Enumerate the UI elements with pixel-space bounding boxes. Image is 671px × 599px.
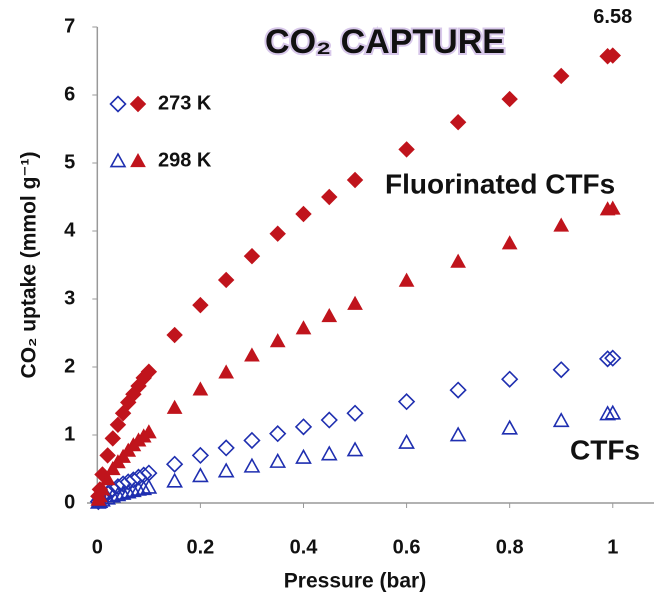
data-point <box>244 433 259 448</box>
data-point <box>219 272 234 287</box>
data-point <box>348 443 362 456</box>
data-point <box>105 431 120 446</box>
y-tick-label: 2 <box>64 355 75 377</box>
data-point <box>503 421 517 434</box>
data-point <box>502 92 517 107</box>
data-point <box>296 207 311 222</box>
data-point <box>244 249 259 264</box>
x-axis-label: Pressure (bar) <box>284 570 426 593</box>
y-axis-label: CO₂ uptake (mmol g⁻¹) <box>18 152 41 379</box>
data-point <box>322 190 337 205</box>
data-point <box>100 448 115 463</box>
data-point <box>554 68 569 83</box>
y-tick-label: 1 <box>64 423 75 445</box>
data-point <box>554 219 568 232</box>
legend-label: 298 K <box>158 149 212 171</box>
data-point <box>168 474 182 487</box>
x-tick-label: 0.2 <box>186 536 214 558</box>
y-tick-label: 0 <box>64 491 75 513</box>
legend-marker <box>131 154 145 167</box>
data-point <box>554 362 569 377</box>
data-point <box>245 348 259 361</box>
annotation: Fluorinated CTFs <box>385 168 615 199</box>
legend-marker <box>111 154 125 167</box>
data-point <box>601 407 615 420</box>
data-point <box>554 414 568 427</box>
data-point <box>193 382 207 395</box>
data-point <box>451 255 465 268</box>
data-point <box>600 351 615 366</box>
data-point <box>605 351 620 366</box>
x-tick-label: 0.8 <box>496 536 524 558</box>
x-tick-label: 0.6 <box>393 536 421 558</box>
data-point <box>399 394 414 409</box>
data-point <box>245 459 259 472</box>
legend-marker <box>111 97 126 112</box>
y-tick-label: 5 <box>64 151 75 173</box>
value-label: 6.58 <box>593 6 632 28</box>
legend-label: 273 K <box>158 92 212 114</box>
data-point <box>348 297 362 310</box>
annotation: CTFs <box>570 434 640 465</box>
y-tick-label: 3 <box>64 287 75 309</box>
x-tick-label: 1 <box>607 536 618 558</box>
data-point <box>451 383 466 398</box>
data-point <box>219 365 233 378</box>
chart-title: CO₂ CAPTURE <box>265 23 505 61</box>
chart: CO₂ CAPTURE Pressure (bar) CO₂ uptake (m… <box>0 0 671 599</box>
legend-marker <box>131 97 146 112</box>
data-point <box>348 173 363 188</box>
y-tick-label: 4 <box>64 219 76 241</box>
data-point <box>219 440 234 455</box>
y-tick-label: 6 <box>64 83 75 105</box>
data-point <box>503 236 517 249</box>
data-point <box>348 406 363 421</box>
data-point <box>167 328 182 343</box>
data-point <box>271 334 285 347</box>
data-point <box>271 455 285 468</box>
data-point <box>400 274 414 287</box>
data-point <box>451 115 466 130</box>
y-tick-label: 7 <box>64 15 75 37</box>
data-point <box>270 226 285 241</box>
x-tick-label: 0.4 <box>290 536 319 558</box>
data-point <box>296 450 310 463</box>
data-point <box>399 142 414 157</box>
data-point <box>322 309 336 322</box>
data-point <box>270 426 285 441</box>
data-point <box>451 428 465 441</box>
x-tick-label: 0 <box>92 536 103 558</box>
data-point <box>193 448 208 463</box>
data-point <box>193 469 207 482</box>
data-point <box>322 447 336 460</box>
data-point <box>168 401 182 414</box>
data-point <box>193 298 208 313</box>
data-point <box>502 372 517 387</box>
data-point <box>322 413 337 428</box>
data-point <box>296 419 311 434</box>
data-point <box>219 464 233 477</box>
data-point <box>296 321 310 334</box>
data-point <box>167 457 182 472</box>
data-point <box>400 435 414 448</box>
